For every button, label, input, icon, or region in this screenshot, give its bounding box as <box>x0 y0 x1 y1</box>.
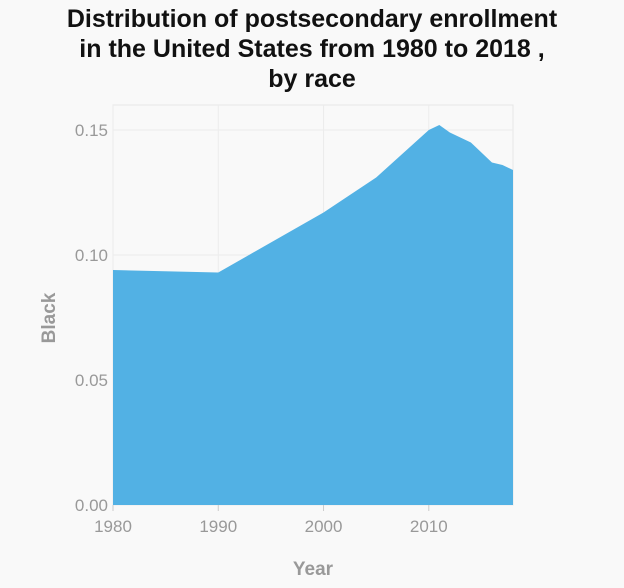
chart-title-line-3: by race <box>268 65 356 93</box>
chart-title-line-2: in the United States from 1980 to 2018 , <box>79 35 545 63</box>
y-tick-label: 0.05 <box>75 371 108 390</box>
chart-title: Distribution of postsecondary enrollment… <box>0 4 624 94</box>
y-tick-label: 0.15 <box>75 121 108 140</box>
x-tick-label: 2000 <box>305 517 343 536</box>
x-axis-ticks: 1980 1990 2000 2010 <box>94 505 448 536</box>
x-tick-label: 1980 <box>94 517 132 536</box>
area-series-0 <box>113 125 513 505</box>
x-tick-label: 1990 <box>199 517 237 536</box>
y-axis-ticks: 0.00 0.05 0.10 0.15 <box>75 121 108 515</box>
chart-title-line-1: Distribution of postsecondary enrollment <box>66 5 558 33</box>
y-tick-label: 0.00 <box>75 496 108 515</box>
y-axis-title: Black <box>39 292 60 343</box>
x-tick-label: 2010 <box>410 517 448 536</box>
y-tick-label: 0.10 <box>75 246 108 265</box>
area-layer <box>113 125 513 505</box>
x-axis-title: Year <box>293 559 334 580</box>
